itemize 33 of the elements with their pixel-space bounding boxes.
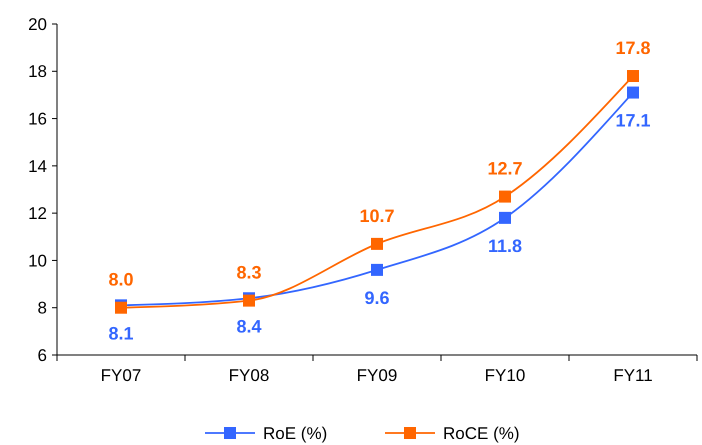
x-tick-label: FY09 [356, 366, 398, 385]
point [371, 264, 383, 276]
y-tick-label: 12 [28, 204, 47, 224]
y-tick-label: 8 [38, 298, 47, 318]
data-label: 8.1 [108, 323, 134, 344]
data-label: 8.4 [236, 316, 262, 336]
data-label: 8.3 [236, 262, 262, 283]
y-tick-label: 18 [28, 62, 47, 82]
data-label: 8.0 [108, 270, 134, 290]
point [499, 190, 511, 203]
point [627, 70, 639, 82]
y-tick-label: 10 [28, 251, 47, 270]
x-tick-label: FY11 [613, 366, 653, 385]
y-tick-label: 20 [28, 14, 47, 34]
y-tick-label: 14 [28, 156, 47, 176]
data-label: 12.7 [487, 158, 523, 179]
point [371, 238, 383, 250]
x-tick-label: FY08 [228, 366, 270, 385]
data-label: 17.8 [615, 38, 651, 58]
point [627, 86, 639, 99]
point [115, 302, 127, 314]
point [243, 294, 255, 307]
y-tick-label: 6 [38, 346, 47, 365]
x-tick-label: FY10 [484, 366, 526, 385]
data-label: 11.8 [488, 236, 522, 256]
data-label: 10.7 [359, 206, 395, 226]
legend-label: RoCE (%) [443, 424, 520, 443]
legend-label: RoE (%) [263, 424, 328, 443]
data-label: 17.1 [615, 110, 651, 131]
point [499, 212, 511, 224]
data-label: 9.6 [364, 288, 390, 308]
x-tick-label: FY07 [100, 366, 142, 385]
y-tick-label: 16 [28, 110, 47, 129]
